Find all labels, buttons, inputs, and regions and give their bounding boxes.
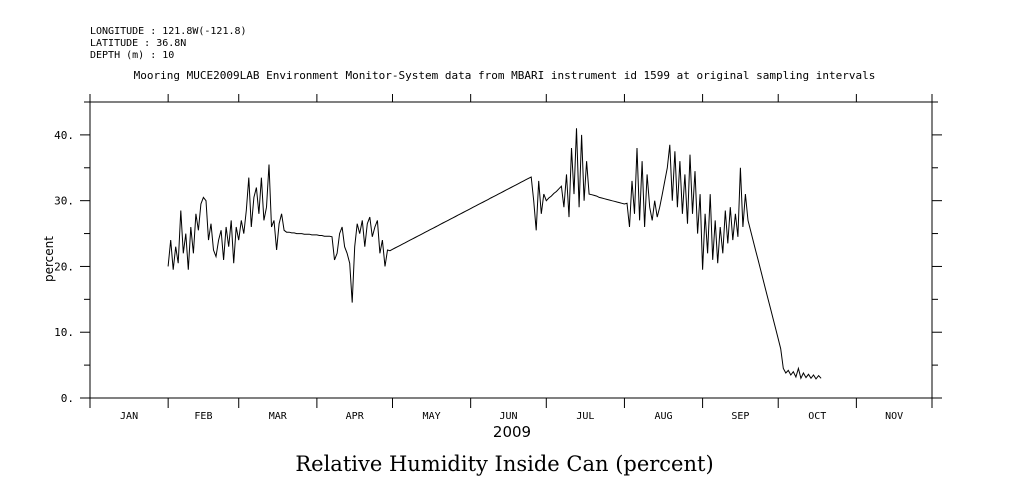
latitude-label: LATITUDE : 36.8N <box>90 38 187 49</box>
x-month-label: JUN <box>499 411 517 422</box>
chart-title: Mooring MUCE2009LAB Environment Monitor-… <box>133 69 876 82</box>
y-tick-label: 10. <box>54 326 74 339</box>
x-month-label: AUG <box>654 411 672 422</box>
x-month-label: OCT <box>808 411 826 422</box>
y-tick-label: 30. <box>54 195 74 208</box>
y-axis-label: percent <box>41 236 56 282</box>
y-tick-label: 20. <box>54 260 74 273</box>
x-month-label: JUL <box>576 411 594 422</box>
y-tick-label: 40. <box>54 129 74 142</box>
x-month-label: SEP <box>731 411 749 422</box>
x-axis-label: 2009 <box>492 423 532 441</box>
x-month-label: MAR <box>269 411 288 422</box>
plot-frame <box>89 101 933 399</box>
bottom-title: Relative Humidity Inside Can (percent) <box>295 452 714 476</box>
x-month-label: MAY <box>423 411 441 422</box>
x-month-label: APR <box>346 411 365 422</box>
x-month-label: JAN <box>120 411 138 422</box>
humidity-series-line <box>167 128 822 380</box>
longitude-label: LONGITUDE : 121.8W(-121.8) <box>90 26 247 37</box>
depth-label: DEPTH (m) : 10 <box>90 50 175 61</box>
y-tick-label: 0. <box>61 392 74 405</box>
x-month-label: NOV <box>885 411 903 422</box>
x-month-label: FEB <box>194 411 212 422</box>
